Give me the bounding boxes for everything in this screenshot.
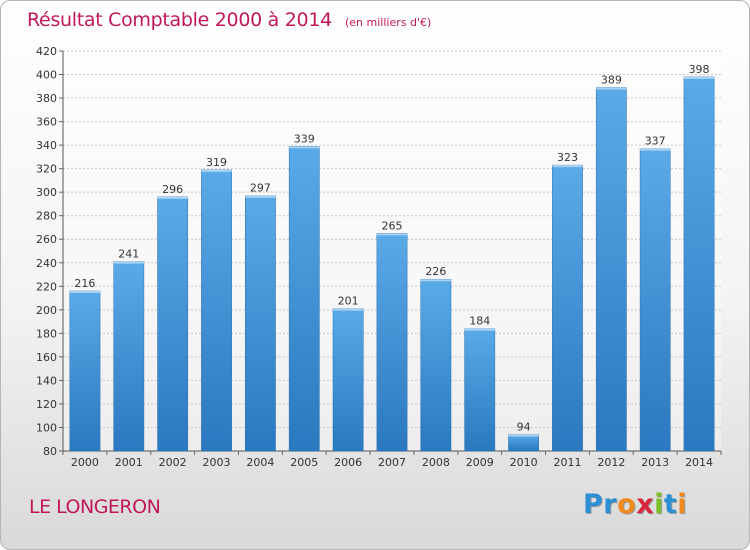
value-label: 201 — [338, 295, 359, 308]
chart-title: Résultat Comptable 2000 à 2014 — [27, 9, 332, 31]
value-label: 226 — [425, 265, 446, 278]
y-tick-label: 300 — [36, 186, 57, 199]
y-tick-label: 280 — [36, 210, 57, 223]
bar-highlight — [69, 291, 101, 293]
bar-highlight — [157, 196, 188, 199]
bar-highlight — [640, 148, 671, 151]
bar — [288, 146, 320, 452]
bar — [552, 164, 583, 452]
x-tick-label: 2012 — [597, 456, 625, 469]
y-tick-label: 160 — [36, 351, 57, 364]
value-label: 337 — [645, 135, 666, 148]
y-tick-label: 180 — [36, 327, 57, 340]
x-tick-label: 2002 — [159, 456, 187, 469]
brand-logo-letter: o — [617, 489, 637, 520]
y-tick-label: 140 — [36, 374, 57, 387]
y-tick-label: 260 — [36, 233, 57, 246]
bar-highlight — [332, 308, 364, 311]
bar-highlight — [420, 279, 452, 282]
bar — [420, 278, 452, 452]
y-tick-label: 120 — [36, 398, 57, 411]
y-tick-label: 240 — [36, 257, 57, 270]
bar — [683, 76, 715, 452]
bar — [113, 261, 145, 452]
value-label: 265 — [382, 219, 403, 232]
y-tick-label: 220 — [36, 280, 57, 293]
y-tick-label: 340 — [36, 139, 57, 152]
brand-logo-letter: P — [583, 489, 604, 520]
x-tick-label: 2005 — [290, 456, 318, 469]
x-tick-label: 2010 — [510, 456, 538, 469]
x-tick-label: 2004 — [246, 456, 274, 469]
x-tick-label: 2006 — [334, 456, 362, 469]
commune-name: LE LONGERON — [29, 496, 161, 518]
value-label: 319 — [206, 156, 227, 169]
value-label: 389 — [601, 73, 622, 86]
value-label: 184 — [469, 315, 490, 328]
bar — [69, 290, 101, 452]
y-tick-label: 420 — [36, 45, 57, 58]
y-tick-label: 320 — [36, 163, 57, 176]
bar-highlight — [376, 233, 408, 236]
x-tick-label: 2003 — [203, 456, 231, 469]
brand-logo-letter: x — [636, 489, 655, 520]
value-label: 297 — [250, 182, 271, 195]
bar-highlight — [596, 87, 627, 90]
bar — [201, 169, 232, 452]
x-tick-label: 2007 — [378, 456, 406, 469]
brand-logo-letter: t — [663, 489, 678, 520]
y-tick-label: 80 — [43, 445, 57, 458]
x-tick-label: 2014 — [685, 456, 713, 469]
value-label: 216 — [74, 277, 95, 290]
x-tick-label: 2009 — [466, 456, 494, 469]
y-tick-label: 360 — [36, 116, 57, 129]
bar — [157, 196, 189, 452]
bar-highlight — [245, 195, 276, 198]
bar — [245, 195, 276, 452]
brand-logo-letter: i — [677, 489, 688, 520]
value-label: 296 — [162, 183, 183, 196]
x-tick-label: 2013 — [641, 456, 669, 469]
bar-highlight — [683, 76, 715, 79]
value-label: 94 — [517, 421, 531, 434]
bar-highlight — [289, 146, 320, 149]
bar — [376, 233, 408, 452]
x-tick-label: 2000 — [71, 456, 99, 469]
bar-highlight — [113, 261, 144, 264]
bar — [508, 434, 539, 452]
y-tick-label: 400 — [36, 69, 57, 82]
value-label: 398 — [689, 63, 710, 76]
value-label: 241 — [118, 248, 139, 261]
bar — [332, 308, 364, 452]
x-tick-label: 2008 — [422, 456, 450, 469]
title-row: Résultat Comptable 2000 à 2014 (en milli… — [27, 9, 431, 31]
bar — [639, 148, 671, 452]
y-tick-label: 200 — [36, 304, 57, 317]
bar — [464, 328, 496, 452]
brand-logo: Proxiti — [583, 489, 687, 520]
brand-logo-letter: i — [654, 489, 664, 520]
bar-highlight — [201, 169, 232, 172]
chart-subtitle: (en milliers d'€) — [344, 16, 432, 29]
bar-highlight — [552, 165, 583, 168]
x-tick-label: 2001 — [115, 456, 143, 469]
value-label: 339 — [294, 132, 315, 145]
brand-logo-letter: r — [603, 489, 618, 520]
bar-highlight — [508, 434, 539, 437]
bar — [595, 87, 627, 452]
bar-highlight — [464, 328, 495, 331]
x-tick-label: 2011 — [553, 456, 581, 469]
value-label: 323 — [557, 151, 578, 164]
y-tick-label: 100 — [36, 421, 57, 434]
y-tick-label: 380 — [36, 92, 57, 105]
